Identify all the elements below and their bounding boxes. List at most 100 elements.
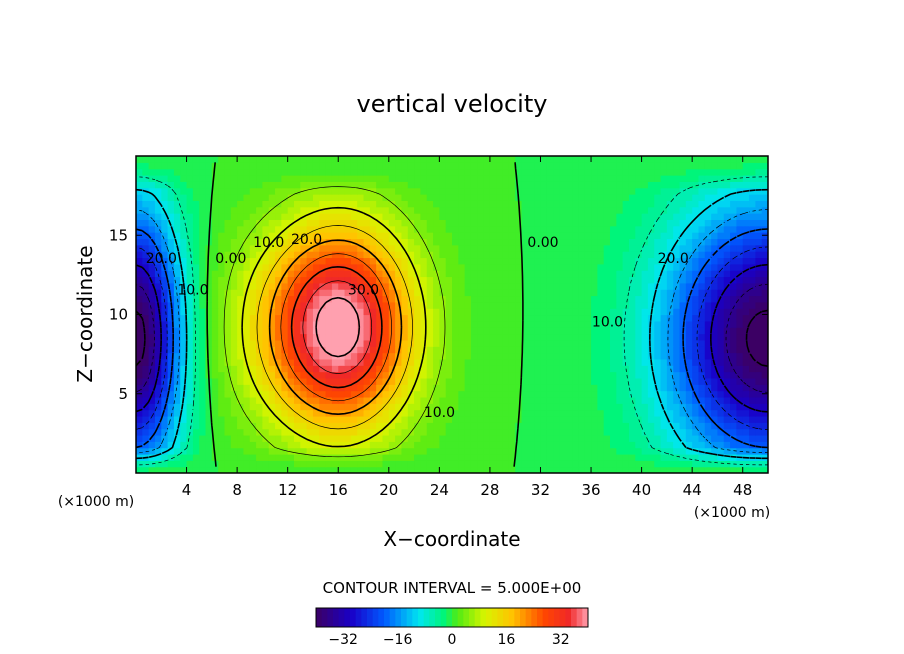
heatmap-cell bbox=[641, 181, 649, 189]
heatmap-cell bbox=[515, 308, 523, 316]
heatmap-cell bbox=[685, 257, 693, 265]
heatmap-cell bbox=[376, 409, 384, 417]
heatmap-cell bbox=[420, 213, 428, 220]
heatmap-cell bbox=[628, 365, 636, 373]
heatmap-cell bbox=[502, 301, 510, 309]
heatmap-cell bbox=[578, 377, 586, 385]
heatmap-cell bbox=[711, 270, 719, 278]
heatmap-cell bbox=[464, 270, 472, 278]
heatmap-cell bbox=[205, 308, 213, 316]
heatmap-cell bbox=[622, 270, 630, 278]
heatmap-cell bbox=[470, 371, 478, 379]
heatmap-cell bbox=[433, 434, 440, 442]
heatmap-cell bbox=[344, 441, 352, 449]
heatmap-cell bbox=[173, 301, 181, 309]
heatmap-cell bbox=[641, 333, 649, 341]
heatmap-cell bbox=[464, 339, 472, 347]
heatmap-cell bbox=[553, 200, 561, 208]
heatmap-cell bbox=[218, 282, 226, 290]
heatmap-cell bbox=[262, 346, 270, 354]
heatmap-cell bbox=[161, 156, 169, 163]
heatmap-cell bbox=[142, 352, 150, 360]
heatmap-cell bbox=[445, 244, 453, 252]
heatmap-cell bbox=[578, 181, 586, 189]
heatmap-cell bbox=[666, 276, 674, 284]
heatmap-cell bbox=[521, 168, 529, 176]
heatmap-cell bbox=[306, 447, 314, 455]
heatmap-cell bbox=[641, 263, 649, 271]
heatmap-cell bbox=[388, 225, 396, 233]
heatmap-cell bbox=[173, 384, 181, 392]
heatmap-cell bbox=[483, 333, 491, 341]
heatmap-cell bbox=[711, 434, 719, 442]
heatmap-cell bbox=[736, 333, 744, 341]
heatmap-cell bbox=[331, 434, 339, 442]
heatmap-cell bbox=[205, 289, 213, 297]
heatmap-cell bbox=[218, 308, 226, 316]
heatmap-cell bbox=[382, 289, 390, 297]
heatmap-cell bbox=[489, 460, 497, 468]
heatmap-cell bbox=[470, 453, 478, 461]
heatmap-cell bbox=[136, 238, 143, 246]
heatmap-cell bbox=[591, 156, 598, 163]
heatmap-cell bbox=[591, 270, 598, 278]
heatmap-cell bbox=[382, 339, 390, 347]
heatmap-cell bbox=[464, 447, 472, 455]
heatmap-cell bbox=[559, 289, 567, 297]
heatmap-cell bbox=[704, 232, 712, 240]
heatmap-cell bbox=[489, 377, 497, 385]
heatmap-cell bbox=[439, 390, 447, 398]
heatmap-cell bbox=[363, 365, 371, 373]
heatmap-cell bbox=[281, 365, 289, 373]
heatmap-cell bbox=[679, 295, 687, 303]
heatmap-cell bbox=[445, 200, 453, 208]
heatmap-cell bbox=[489, 194, 497, 201]
heatmap-cell bbox=[572, 244, 579, 252]
heatmap-cell bbox=[388, 181, 396, 189]
heatmap-cell bbox=[711, 409, 719, 417]
heatmap-cell bbox=[167, 339, 175, 347]
heatmap-cell bbox=[502, 466, 510, 473]
heatmap-cell bbox=[610, 232, 617, 240]
heatmap-cell bbox=[230, 441, 238, 449]
heatmap-cell bbox=[553, 377, 561, 385]
heatmap-cell bbox=[458, 308, 466, 316]
heatmap-cell bbox=[256, 187, 263, 195]
heatmap-cell bbox=[489, 156, 497, 163]
heatmap-cell bbox=[407, 460, 415, 468]
heatmap-cell bbox=[496, 415, 504, 423]
heatmap-cell bbox=[559, 308, 567, 316]
heatmap-cell bbox=[622, 187, 630, 195]
heatmap-cell bbox=[218, 434, 226, 442]
heatmap-cell bbox=[711, 289, 719, 297]
heatmap-cell bbox=[755, 377, 763, 385]
heatmap-cell bbox=[470, 156, 478, 163]
heatmap-cell bbox=[256, 276, 263, 284]
heatmap-cell bbox=[698, 422, 706, 430]
heatmap-cell bbox=[338, 244, 346, 252]
heatmap-cell bbox=[508, 238, 516, 246]
heatmap-cell bbox=[654, 333, 662, 341]
heatmap-cell bbox=[578, 213, 586, 220]
heatmap-cell bbox=[578, 232, 586, 240]
heatmap-cell bbox=[521, 339, 529, 347]
heatmap-cell bbox=[673, 460, 681, 468]
heatmap-cell bbox=[470, 251, 478, 259]
heatmap-cell bbox=[679, 308, 687, 316]
heatmap-cell bbox=[300, 352, 308, 360]
heatmap-cell bbox=[591, 320, 598, 328]
heatmap-cell bbox=[452, 352, 459, 360]
heatmap-cell bbox=[401, 377, 409, 385]
heatmap-cell bbox=[761, 244, 768, 252]
heatmap-cell bbox=[331, 308, 339, 316]
heatmap-cell bbox=[742, 206, 750, 214]
heatmap-cell bbox=[749, 308, 756, 316]
heatmap-cell bbox=[331, 415, 339, 423]
heatmap-cell bbox=[287, 314, 295, 322]
heatmap-cell bbox=[218, 314, 226, 322]
heatmap-cell bbox=[711, 447, 719, 455]
heatmap-cell bbox=[483, 232, 491, 240]
heatmap-cell bbox=[154, 270, 162, 278]
heatmap-cell bbox=[224, 346, 232, 354]
heatmap-cell bbox=[508, 422, 516, 430]
